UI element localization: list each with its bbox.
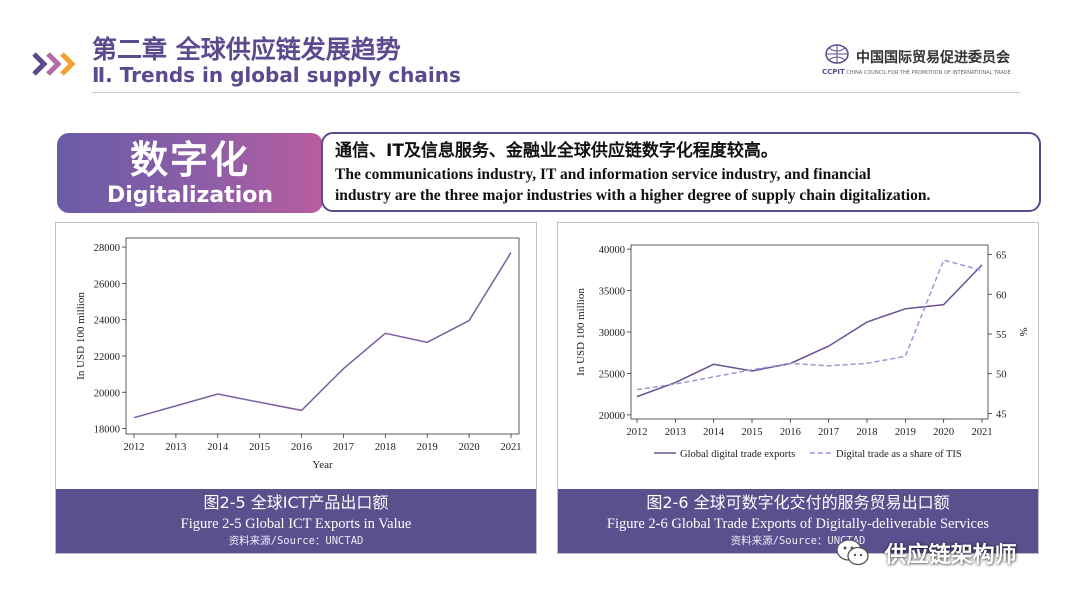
series-line-digital-trade-exports <box>636 264 983 398</box>
legend-label-share: Digital trade as a share of TIS <box>836 449 962 460</box>
series-line-digital-share-tis <box>636 259 983 391</box>
wechat-icon <box>836 539 869 566</box>
y2-tick-label: 60 <box>996 290 1007 301</box>
x-tick-label: 2014 <box>207 442 229 453</box>
section-badge: 数字化 Digitalization <box>57 133 323 213</box>
chart-caption-digital: 图2-6 全球可数字化交付的服务贸易出口额 Figure 2-6 Global … <box>558 489 1038 553</box>
y-tick-label: 26000 <box>94 279 120 290</box>
x-tick-label: 2013 <box>165 442 186 453</box>
x-tick-label: 2015 <box>742 427 763 438</box>
y-tick-label: 24000 <box>94 316 120 327</box>
watermark-text: 供应链架构师 <box>884 543 1017 568</box>
x-tick-label: 2013 <box>665 427 686 438</box>
series-line-ict-exports <box>133 252 512 419</box>
caption-en: Figure 2-6 Global Trade Exports of Digit… <box>606 516 990 532</box>
y-tick-label: 22000 <box>94 352 120 363</box>
x-tick-label: 2019 <box>417 442 438 453</box>
y-tick-label: 40000 <box>599 245 625 256</box>
digital-trade-chart: 20000 25000 30000 35000 40000 45 50 55 60 65 2012 2… <box>575 244 1029 460</box>
ccpit-logo: 中国国际贸易促进委员会 CCPIT CHINA COUNCIL FOR THE … <box>822 44 1032 80</box>
x-tick-label: 2020 <box>933 427 954 438</box>
watermark: 供应链架构师 <box>835 537 1017 573</box>
chart-panel-ict-exports: 18000 20000 22000 24000 26000 28000 2012 2013 20… <box>55 222 537 554</box>
x-tick-label: 2018 <box>857 427 878 438</box>
y-axis-label: In USD 100 million <box>575 288 587 376</box>
title-divider <box>92 92 1020 93</box>
y-tick-label: 20000 <box>599 411 625 422</box>
x-axis-label: Year <box>312 459 333 471</box>
x-tick-label: 2012 <box>627 427 648 438</box>
logo-org-name: 中国国际贸易促进委员会 <box>856 50 1010 66</box>
description-en-line1: The communications industry, IT and info… <box>335 166 871 183</box>
logo-org-subtitle: CCPIT CHINA COUNCIL FOR THE PROMOTION OF… <box>822 68 1011 76</box>
description-cn: 通信、IT及信息服务、金融业全球供应链数字化程度较高。 <box>335 141 778 161</box>
x-tick-label: 2021 <box>972 427 993 438</box>
plot-frame <box>630 244 989 420</box>
x-tick-label: 2017 <box>333 442 354 453</box>
y2-tick-label: 45 <box>996 409 1007 420</box>
caption-en: Figure 2-5 Global ICT Exports in Value <box>180 516 412 532</box>
plot-frame <box>125 237 520 435</box>
description-en-line2: industry are the three major industries … <box>335 187 931 204</box>
x-tick-label: 2014 <box>703 427 725 438</box>
x-tick-label: 2016 <box>780 427 801 438</box>
x-tick-label: 2016 <box>291 442 312 453</box>
y-tick-label: 25000 <box>599 369 625 380</box>
y-tick-label: 35000 <box>599 287 625 298</box>
x-tick-label: 2015 <box>249 442 270 453</box>
chart-panel-digital-trade: 20000 25000 30000 35000 40000 45 50 55 60 65 2012 2… <box>557 222 1039 554</box>
x-tick-label: 2012 <box>124 442 145 453</box>
chapter-title-en: Ⅱ. Trends in global supply chains <box>92 63 461 87</box>
y2-tick-label: 50 <box>996 370 1007 381</box>
x-tick-label: 2019 <box>895 427 916 438</box>
chevron-arrows-icon <box>32 52 76 76</box>
caption-source: 资料来源/Source：UNCTAD <box>730 535 866 547</box>
caption-source: 资料来源/Source：UNCTAD <box>228 535 364 547</box>
y-tick-label: 20000 <box>94 388 120 399</box>
x-tick-label: 2017 <box>818 427 839 438</box>
y-tick-label: 28000 <box>94 243 120 254</box>
chart-caption-ict: 图2-5 全球ICT产品出口额 Figure 2-5 Global ICT Ex… <box>56 489 536 553</box>
x-tick-label: 2018 <box>375 442 396 453</box>
caption-cn: 图2-6 全球可数字化交付的服务贸易出口额 <box>646 493 950 512</box>
badge-title-en: Digitalization <box>106 183 274 208</box>
caption-cn: 图2-5 全球ICT产品出口额 <box>203 493 389 512</box>
y-tick-label: 18000 <box>94 425 120 436</box>
ict-exports-chart: 18000 20000 22000 24000 26000 28000 2012 2013 20… <box>75 237 522 471</box>
ccpit-globe-icon <box>825 44 849 64</box>
description-box: 通信、IT及信息服务、金融业全球供应链数字化程度较高。 The communic… <box>321 132 1041 212</box>
y2-tick-label: 65 <box>996 251 1007 262</box>
y-axis-label: In USD 100 million <box>75 292 87 380</box>
x-tick-label: 2021 <box>501 442 522 453</box>
legend-label-exports: Global digital trade exports <box>680 449 795 460</box>
y2-axis-label: % <box>1017 327 1029 336</box>
badge-title-cn: 数字化 <box>129 138 250 182</box>
chapter-title-cn: 第二章 全球供应链发展趋势 <box>92 35 401 64</box>
y-tick-label: 30000 <box>599 328 625 339</box>
x-tick-label: 2020 <box>459 442 480 453</box>
y2-tick-label: 55 <box>996 330 1007 341</box>
